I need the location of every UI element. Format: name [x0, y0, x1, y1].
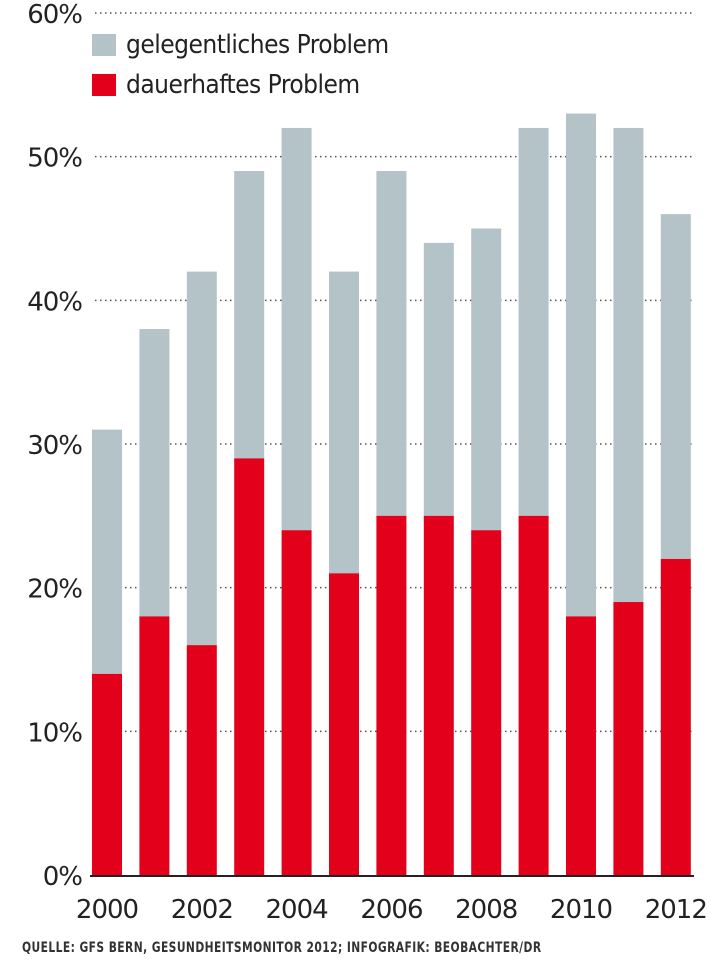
bar-dauerhaft-2000 — [92, 673, 122, 875]
bar-dauerhaft-2009 — [518, 515, 549, 875]
bar-dauerhaft-2006 — [376, 515, 407, 875]
bar-dauerhaft-2002 — [186, 645, 217, 875]
bar-dauerhaft-2012 — [660, 558, 691, 875]
y-tick-label: 20% — [27, 575, 82, 605]
bar-gelegentlich-2012 — [660, 214, 691, 559]
y-tick-label: 40% — [27, 287, 82, 317]
x-tick-label: 2012 — [645, 895, 707, 925]
bar-dauerhaft-2003 — [234, 458, 265, 875]
legend-item-gelegentlich: gelegentliches Problem — [92, 30, 389, 60]
bar-dauerhaft-2008 — [471, 530, 502, 875]
legend-label: gelegentliches Problem — [126, 30, 389, 60]
bar-gelegentlich-2011 — [613, 127, 644, 603]
bar-gelegentlich-2000 — [92, 429, 122, 674]
x-tick-label: 2002 — [171, 895, 233, 925]
bar-gelegentlich-2008 — [471, 228, 502, 531]
x-tick-label: 2010 — [550, 895, 612, 925]
source-note: QUELLE: GFS BERN, GESUNDHEITSMONITOR 201… — [22, 940, 542, 956]
x-tick-label: 2008 — [455, 895, 517, 925]
bar-dauerhaft-2001 — [139, 616, 170, 875]
bar-dauerhaft-2005 — [329, 573, 359, 875]
x-tick-label: 2004 — [266, 895, 329, 925]
bar-dauerhaft-2010 — [566, 616, 596, 875]
bar-dauerhaft-2011 — [613, 602, 644, 875]
y-tick-label: 50% — [27, 144, 82, 174]
bar-gelegentlich-2005 — [329, 271, 359, 574]
y-tick-label: 60% — [27, 0, 82, 30]
x-tick-label: 2006 — [360, 895, 422, 925]
bar-gelegentlich-2010 — [566, 113, 596, 617]
bar-gelegentlich-2001 — [139, 329, 170, 617]
bar-gelegentlich-2007 — [423, 242, 454, 516]
y-tick-label: 10% — [27, 718, 82, 748]
legend-swatch-red — [92, 74, 116, 96]
x-tick-label: 2000 — [76, 895, 138, 925]
y-tick-label: 0% — [43, 862, 83, 892]
bar-dauerhaft-2007 — [423, 515, 454, 875]
bar-gelegentlich-2002 — [186, 271, 217, 646]
bar-gelegentlich-2009 — [518, 127, 549, 516]
y-tick-label: 30% — [27, 431, 82, 461]
bar-dauerhaft-2004 — [281, 530, 312, 875]
bar-gelegentlich-2006 — [376, 171, 407, 516]
legend-label: dauerhaftes Problem — [126, 70, 360, 100]
bar-gelegentlich-2003 — [234, 171, 265, 459]
legend-swatch-gray — [92, 34, 116, 56]
bar-gelegentlich-2004 — [281, 127, 312, 531]
legend-item-dauerhaft: dauerhaftes Problem — [92, 70, 360, 100]
